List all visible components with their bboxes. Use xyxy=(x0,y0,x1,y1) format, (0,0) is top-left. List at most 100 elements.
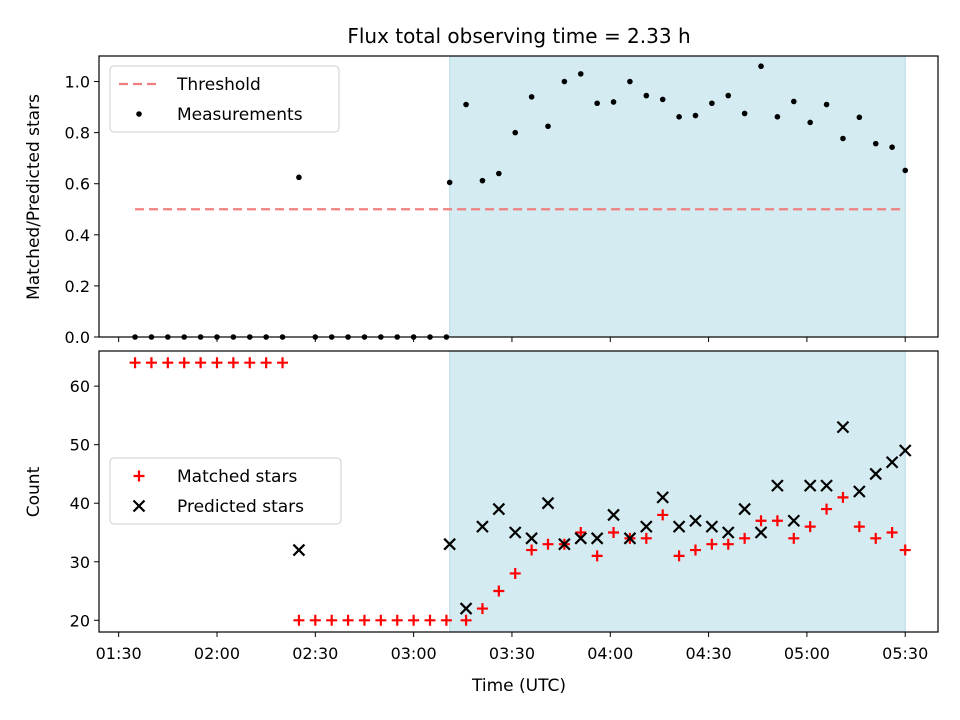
matched-stars-point xyxy=(326,614,338,626)
measurement-point xyxy=(594,100,600,107)
matched-stars-point xyxy=(493,585,505,597)
x-tick-label: 03:30 xyxy=(489,644,535,663)
predicted-stars-point xyxy=(525,532,538,545)
matched-stars-point xyxy=(886,526,898,538)
matched-stars-point xyxy=(771,515,783,527)
measurement-point xyxy=(610,99,617,105)
matched-stars-point xyxy=(375,614,387,626)
matched-stars-point xyxy=(804,521,816,533)
axes-frame xyxy=(98,55,939,338)
matched-stars-point xyxy=(575,526,587,538)
measurement-point xyxy=(561,78,568,85)
measurement-point xyxy=(512,129,519,136)
measurement-point xyxy=(479,177,486,184)
measurement-point xyxy=(774,113,781,120)
measurement-point xyxy=(807,119,813,126)
y-tick-label: 0.6 xyxy=(65,175,90,194)
measurement-point xyxy=(741,110,748,117)
y-tick-label: 0.2 xyxy=(65,277,90,296)
x-tick-label: 02:00 xyxy=(194,644,240,663)
measurement-point xyxy=(790,98,797,105)
predicted-stars-point xyxy=(590,532,604,545)
shaded-observing-window xyxy=(449,55,906,338)
y-tick-label: 0.0 xyxy=(65,328,90,347)
predicted-stars-point xyxy=(623,532,637,545)
bottom-y-axis-label: Count xyxy=(24,466,44,517)
predicted-stars-point xyxy=(558,537,571,551)
measurement-point xyxy=(758,63,764,70)
measurement-point xyxy=(528,94,535,100)
predicted-stars-point xyxy=(803,479,817,492)
y-tick-label: 60 xyxy=(70,377,90,396)
predicted-stars-point xyxy=(771,479,784,492)
predicted-stars-point xyxy=(689,514,702,528)
measurement-point xyxy=(577,71,584,77)
top-y-axis-label: Matched/Predicted stars xyxy=(24,94,44,300)
measurement-point xyxy=(856,114,863,121)
x-tick-label: 03:00 xyxy=(391,644,437,663)
predicted-stars-point xyxy=(574,532,588,545)
measurement-point xyxy=(545,123,551,130)
matched-stars-point xyxy=(211,357,223,369)
matched-stars-point xyxy=(853,521,865,533)
x-tick-label: 05:30 xyxy=(882,644,928,663)
matched-stars-point xyxy=(408,614,420,626)
predicted-stars-point xyxy=(721,526,735,539)
matched-stars-point xyxy=(640,532,652,544)
matched-stars-point xyxy=(424,614,436,626)
matched-stars-point xyxy=(391,614,403,626)
matched-stars-point xyxy=(788,532,800,544)
matched-stars-point xyxy=(129,357,141,369)
matched-stars-point xyxy=(608,526,620,538)
predicted-stars-point xyxy=(541,496,555,510)
predicted-stars-point xyxy=(672,520,686,533)
x-tick-label: 02:30 xyxy=(292,644,338,663)
matched-stars-point xyxy=(837,491,849,503)
x-tick-label: 05:00 xyxy=(784,644,830,663)
measurement-point xyxy=(902,167,909,174)
predicted-stars-point xyxy=(738,502,751,516)
matched-stars-point xyxy=(277,357,289,369)
measurement-point xyxy=(709,100,715,107)
x-axis-label: Time (UTC) xyxy=(471,676,566,696)
matched-stars-point xyxy=(870,532,882,544)
predicted-stars-point xyxy=(705,520,719,533)
measurement-point xyxy=(692,112,699,119)
matched-stars-point xyxy=(899,544,911,556)
axes-frame xyxy=(98,350,939,633)
y-tick-label: 0.8 xyxy=(65,124,90,143)
measurement-point xyxy=(659,96,666,103)
legend-box xyxy=(109,457,342,525)
matched-stars-point xyxy=(591,550,603,562)
matched-stars-point xyxy=(755,515,767,527)
y-tick-label: 0.4 xyxy=(65,226,90,245)
legend-label: Predicted stars xyxy=(177,497,304,517)
matched-stars-point xyxy=(722,538,734,550)
matched-stars-point xyxy=(227,357,239,369)
chart-title: Flux total observing time = 2.33 h xyxy=(347,24,690,48)
measurement-point xyxy=(840,135,846,142)
predicted-stars-point xyxy=(640,520,653,533)
measurement-point xyxy=(296,174,302,181)
matched-stars-point xyxy=(476,603,488,615)
legend-label: Matched stars xyxy=(177,467,297,487)
matched-stars-point xyxy=(706,538,718,550)
matched-stars-point xyxy=(542,538,554,550)
bottom-panel: 01:30 02:00 02:30 03:00 03:30 04:00 04:30 05:00… xyxy=(70,350,939,663)
x-tick-label: 01:30 xyxy=(96,644,142,663)
legend-measurement-marker xyxy=(136,111,142,117)
measurement-point xyxy=(643,92,650,99)
measurement-point xyxy=(463,101,469,108)
matched-stars-point xyxy=(657,509,669,521)
matched-stars-point xyxy=(244,357,256,369)
shaded-observing-window xyxy=(449,350,906,633)
predicted-stars-point xyxy=(820,479,833,492)
predicted-stars-point xyxy=(836,420,850,434)
matched-stars-point xyxy=(460,614,472,626)
measurement-point xyxy=(823,101,830,108)
predicted-stars-point xyxy=(292,543,306,557)
measurement-point xyxy=(872,140,879,147)
predicted-stars-point xyxy=(476,520,489,533)
measurement-point xyxy=(627,78,633,85)
